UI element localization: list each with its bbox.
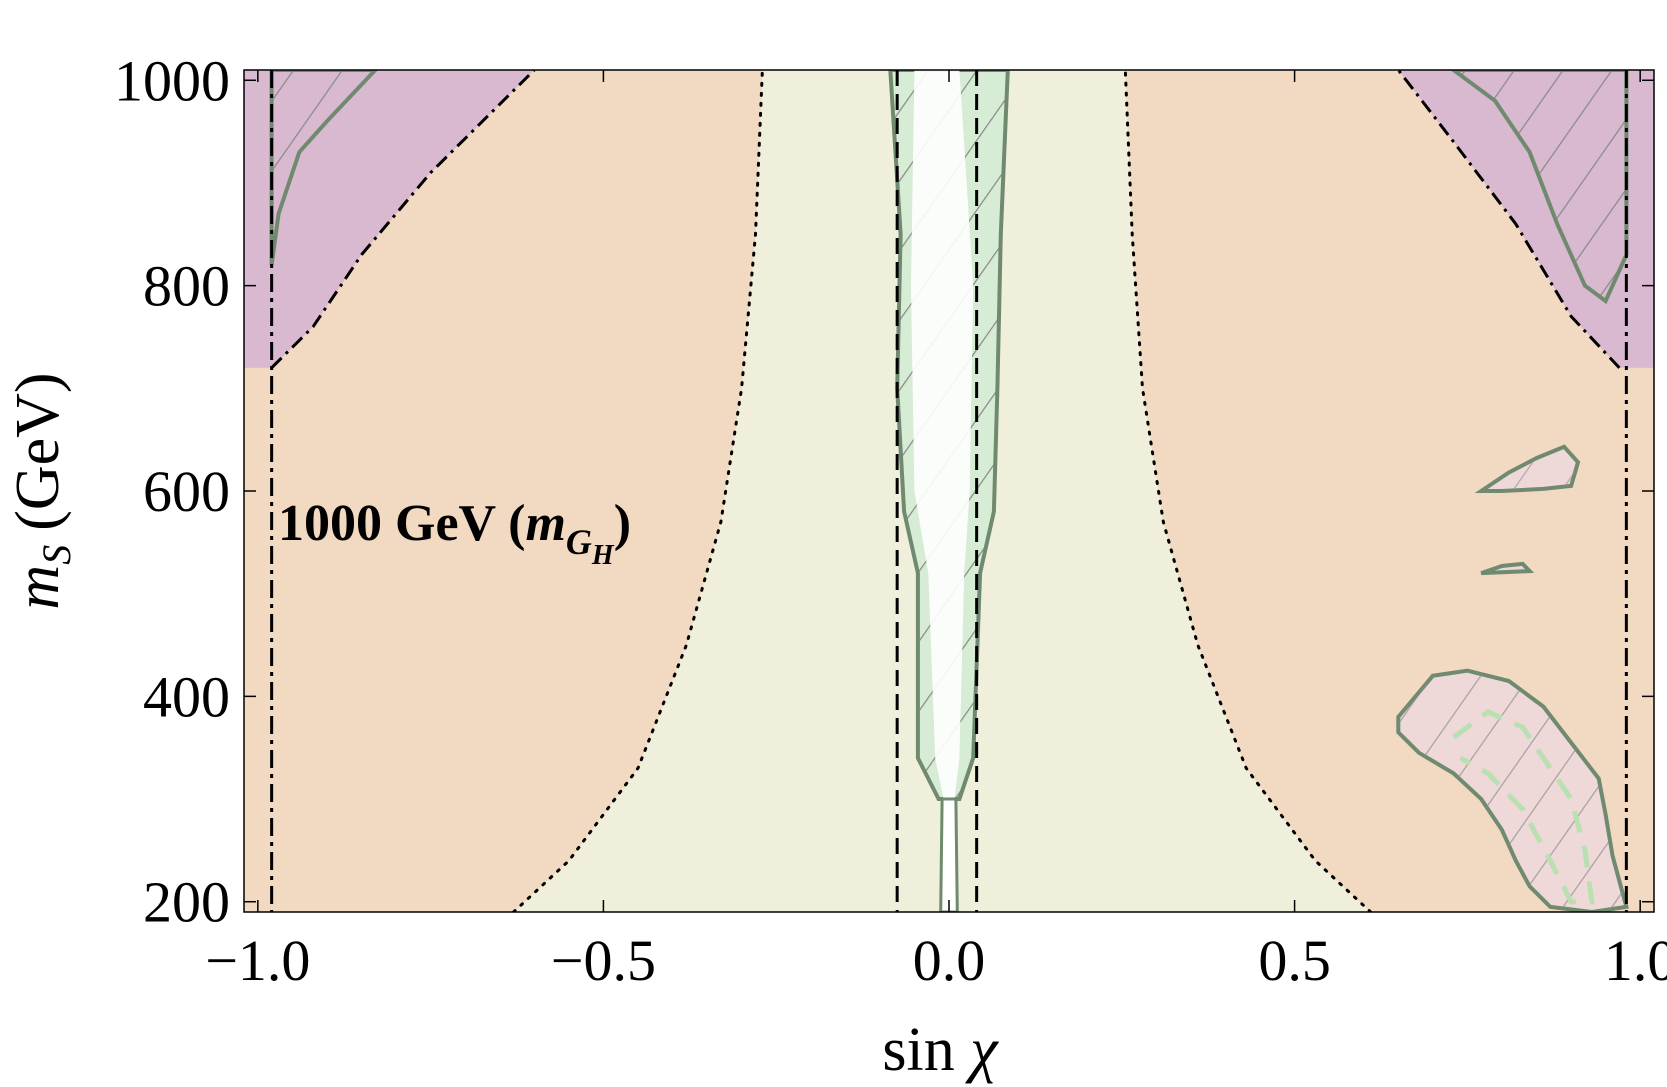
y-tick-label: 400 <box>143 664 230 729</box>
x-axis-title-main: sin <box>882 1016 970 1084</box>
y-tick-label: 600 <box>143 459 230 524</box>
y-axis-title-unit: (GeV) <box>4 372 72 530</box>
central-stem <box>939 797 959 912</box>
hatched-contour-left <box>269 70 379 266</box>
purple-region-left <box>244 70 535 368</box>
axis-ticks: −1.0 −0.5 0.0 0.5 1.0 200 400 600 800 1000 <box>114 48 1667 993</box>
y-axis-title: mS (GeV) <box>4 372 79 609</box>
x-tick-label: 0.5 <box>1258 928 1331 993</box>
annotation-var: m <box>525 495 565 552</box>
x-axis-title: sin χ <box>882 1016 999 1084</box>
annotation-close: ) <box>614 495 631 552</box>
dash-dot-boundary-right <box>1397 70 1621 369</box>
island-lower <box>1480 561 1535 576</box>
annotation-main: 1000 GeV ( <box>278 495 525 552</box>
svg-text:mS(GeV): mS (GeV) <box>4 372 79 609</box>
y-tick-label: 200 <box>143 870 230 935</box>
x-axis-title-symbol: χ <box>965 1016 999 1084</box>
central-inner-channel <box>911 70 974 799</box>
x-tick-label: 1.0 <box>1604 928 1667 993</box>
svg-text:sin χ: sin χ <box>882 1016 999 1084</box>
y-tick-label: 1000 <box>114 48 230 113</box>
y-axis-title-var: m <box>4 565 72 610</box>
x-tick-label: −1.0 <box>205 928 310 993</box>
x-tick-label: −0.5 <box>551 928 656 993</box>
annotation-subsub: H <box>591 540 615 571</box>
annotation-sub: G <box>566 522 592 562</box>
y-axis-title-sub: S <box>34 545 79 565</box>
island-upper-hatch <box>1481 446 1578 491</box>
svg-text:1000 GeV (mGH): 1000 GeV (mGH) <box>278 495 631 571</box>
blob-lower-right-hatch <box>1398 670 1627 912</box>
annotation: 1000 GeV (mGH) <box>278 495 631 571</box>
plot-area <box>244 70 1654 912</box>
y-tick-label: 800 <box>143 254 230 319</box>
dash-dot-boundary-left <box>270 70 536 369</box>
blob-inner-contour <box>1452 708 1595 905</box>
x-tick-label: 0.0 <box>913 928 986 993</box>
